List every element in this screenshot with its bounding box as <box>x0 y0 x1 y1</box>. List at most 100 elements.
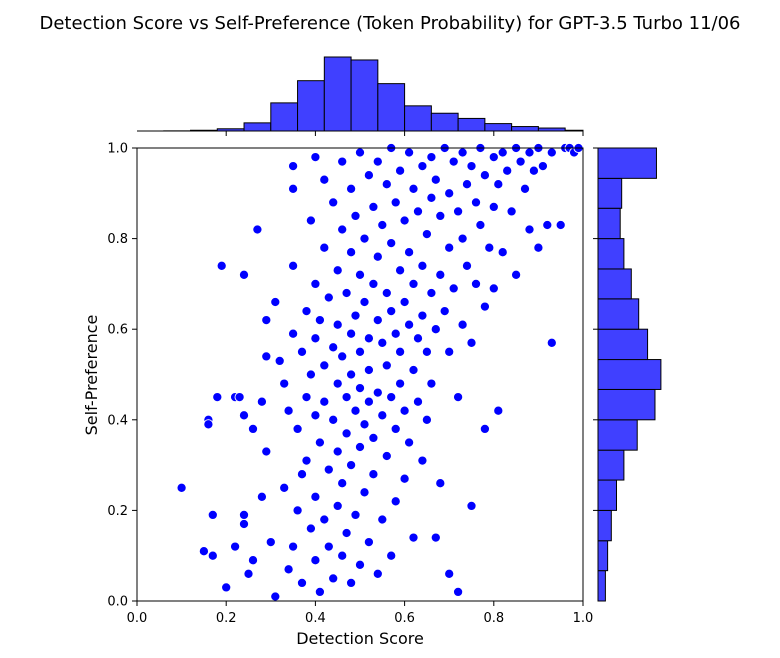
scatter-point <box>256 491 267 502</box>
scatter-point <box>238 410 250 421</box>
scatter-point <box>323 541 334 552</box>
scatter-point <box>368 432 379 443</box>
histogram-bar <box>430 112 459 132</box>
scatter-point <box>337 224 348 235</box>
scatter-point <box>332 265 343 276</box>
scatter-point <box>350 210 361 221</box>
scatter-point <box>296 346 308 357</box>
scatter-point <box>444 568 455 579</box>
scatter-point <box>328 197 339 208</box>
scatter-point <box>341 428 352 439</box>
histogram-bar <box>190 129 218 132</box>
scatter-point <box>404 437 415 448</box>
scatter-point <box>404 147 415 158</box>
histogram-bar <box>597 207 621 240</box>
plot-area-frame <box>136 147 584 602</box>
scatter-point <box>341 392 352 403</box>
scatter-point <box>332 500 343 511</box>
scatter-point <box>359 419 370 430</box>
scatter-point <box>288 161 299 172</box>
scatter-point <box>319 174 330 185</box>
scatter-point <box>395 378 406 389</box>
scatter-point <box>296 469 308 480</box>
y-tick-label: 0.0 <box>107 595 128 610</box>
scatter-point <box>337 550 348 561</box>
scatter-point <box>412 206 424 217</box>
x-tick-label: 0.2 <box>216 611 237 626</box>
scatter-point <box>319 396 330 407</box>
scatter-point <box>319 360 330 371</box>
scatter-point <box>301 306 312 317</box>
scatter-point <box>301 455 312 466</box>
scatter-point <box>555 219 566 231</box>
histogram-bar <box>597 238 625 270</box>
scatter-point <box>511 269 522 280</box>
scatter-point <box>404 319 415 330</box>
x-tick-label: 0.6 <box>394 611 415 626</box>
scatter-point <box>372 156 383 167</box>
scatter-point <box>484 242 495 253</box>
scatter-point <box>430 532 441 543</box>
scatter-point <box>395 346 406 357</box>
histogram-bar <box>377 83 406 132</box>
histogram-bar <box>270 102 299 132</box>
scatter-point <box>359 487 370 498</box>
scatter-point <box>386 550 397 561</box>
scatter-point <box>288 328 299 339</box>
scatter-point <box>279 378 290 389</box>
scatter-point <box>502 165 513 176</box>
scatter-point <box>377 337 388 348</box>
chart-title: Detection Score vs Self-Preference (Toke… <box>39 13 740 34</box>
scatter-point <box>323 464 334 475</box>
scatter-point <box>399 215 410 226</box>
scatter-point <box>288 183 299 194</box>
scatter-point <box>444 346 455 357</box>
scatter-point <box>314 586 325 597</box>
scatter-point <box>238 518 250 530</box>
scatter-point <box>426 152 437 163</box>
scatter-point <box>363 396 374 407</box>
y-tick-label: 0.4 <box>107 413 128 428</box>
scatter-point <box>533 242 544 253</box>
x-tick-label: 0.0 <box>127 611 148 626</box>
scatter-point <box>368 278 379 289</box>
scatter-point <box>546 147 557 158</box>
scatter-point <box>546 337 557 348</box>
x-tick-label: 0.4 <box>305 611 326 626</box>
scatter-point <box>372 251 383 262</box>
scatter-point <box>354 269 366 280</box>
scatter-point <box>488 283 499 294</box>
scatter-point <box>390 197 401 208</box>
scatter-point <box>372 568 383 579</box>
scatter-point <box>372 387 383 398</box>
scatter-point <box>247 555 259 566</box>
scatter-point <box>247 423 259 434</box>
scatter-point <box>515 156 526 167</box>
histogram-bar <box>597 388 656 421</box>
histogram-bar <box>597 479 617 511</box>
scatter-point <box>274 355 285 366</box>
scatter-point <box>417 260 428 271</box>
scatter-point <box>346 369 357 380</box>
scatter-point <box>283 405 294 416</box>
histogram-bar <box>511 126 539 132</box>
scatter-point <box>354 383 366 394</box>
scatter-point <box>363 364 374 376</box>
histogram-bar <box>484 123 513 132</box>
scatter-point <box>288 541 299 552</box>
scatter-point <box>417 310 428 321</box>
scatter-point <box>390 423 401 434</box>
y-tick-label: 0.6 <box>107 323 128 338</box>
scatter-point <box>466 500 477 511</box>
scatter-point <box>457 319 468 330</box>
scatter-point <box>466 161 477 172</box>
scatter-point <box>439 306 450 317</box>
scatter-point <box>461 179 473 190</box>
scatter-point <box>426 287 437 299</box>
x-tick-label: 1.0 <box>573 611 594 626</box>
histogram-bar <box>597 268 632 300</box>
y-axis: 0.0 0.2 0.4 0.6 0.8 1.0 <box>107 142 137 610</box>
scatter-point <box>354 346 366 357</box>
scatter-point <box>346 247 357 258</box>
histogram-bar <box>457 117 486 132</box>
